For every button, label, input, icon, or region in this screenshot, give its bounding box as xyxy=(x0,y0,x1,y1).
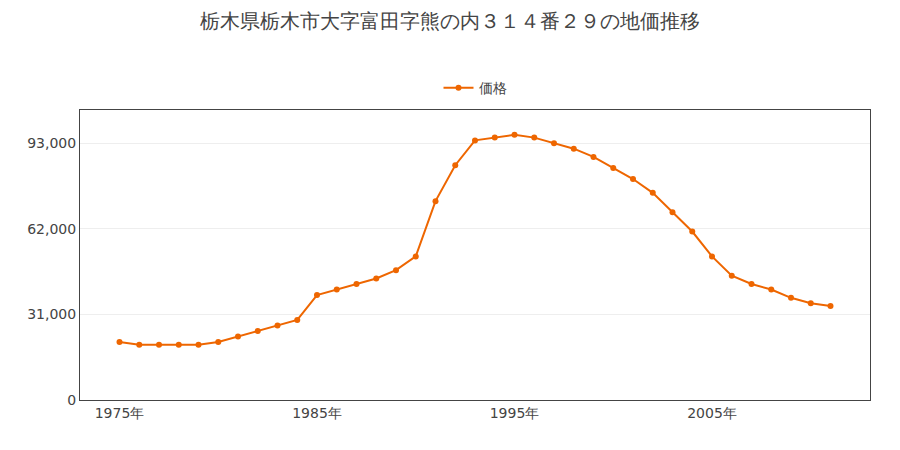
svg-text:1995年: 1995年 xyxy=(490,405,540,421)
svg-text:栃木県栃木市大字富田字熊の内３１４番２９の地価推移: 栃木県栃木市大字富田字熊の内３１４番２９の地価推移 xyxy=(200,9,700,33)
svg-text:価格: 価格 xyxy=(479,80,507,96)
svg-text:0: 0 xyxy=(67,392,76,408)
svg-text:1985年: 1985年 xyxy=(292,405,342,421)
svg-text:2005年: 2005年 xyxy=(687,405,737,421)
svg-text:93,000: 93,000 xyxy=(27,135,76,151)
svg-text:1975年: 1975年 xyxy=(95,405,145,421)
svg-text:62,000: 62,000 xyxy=(27,221,76,237)
svg-text:31,000: 31,000 xyxy=(27,306,76,322)
